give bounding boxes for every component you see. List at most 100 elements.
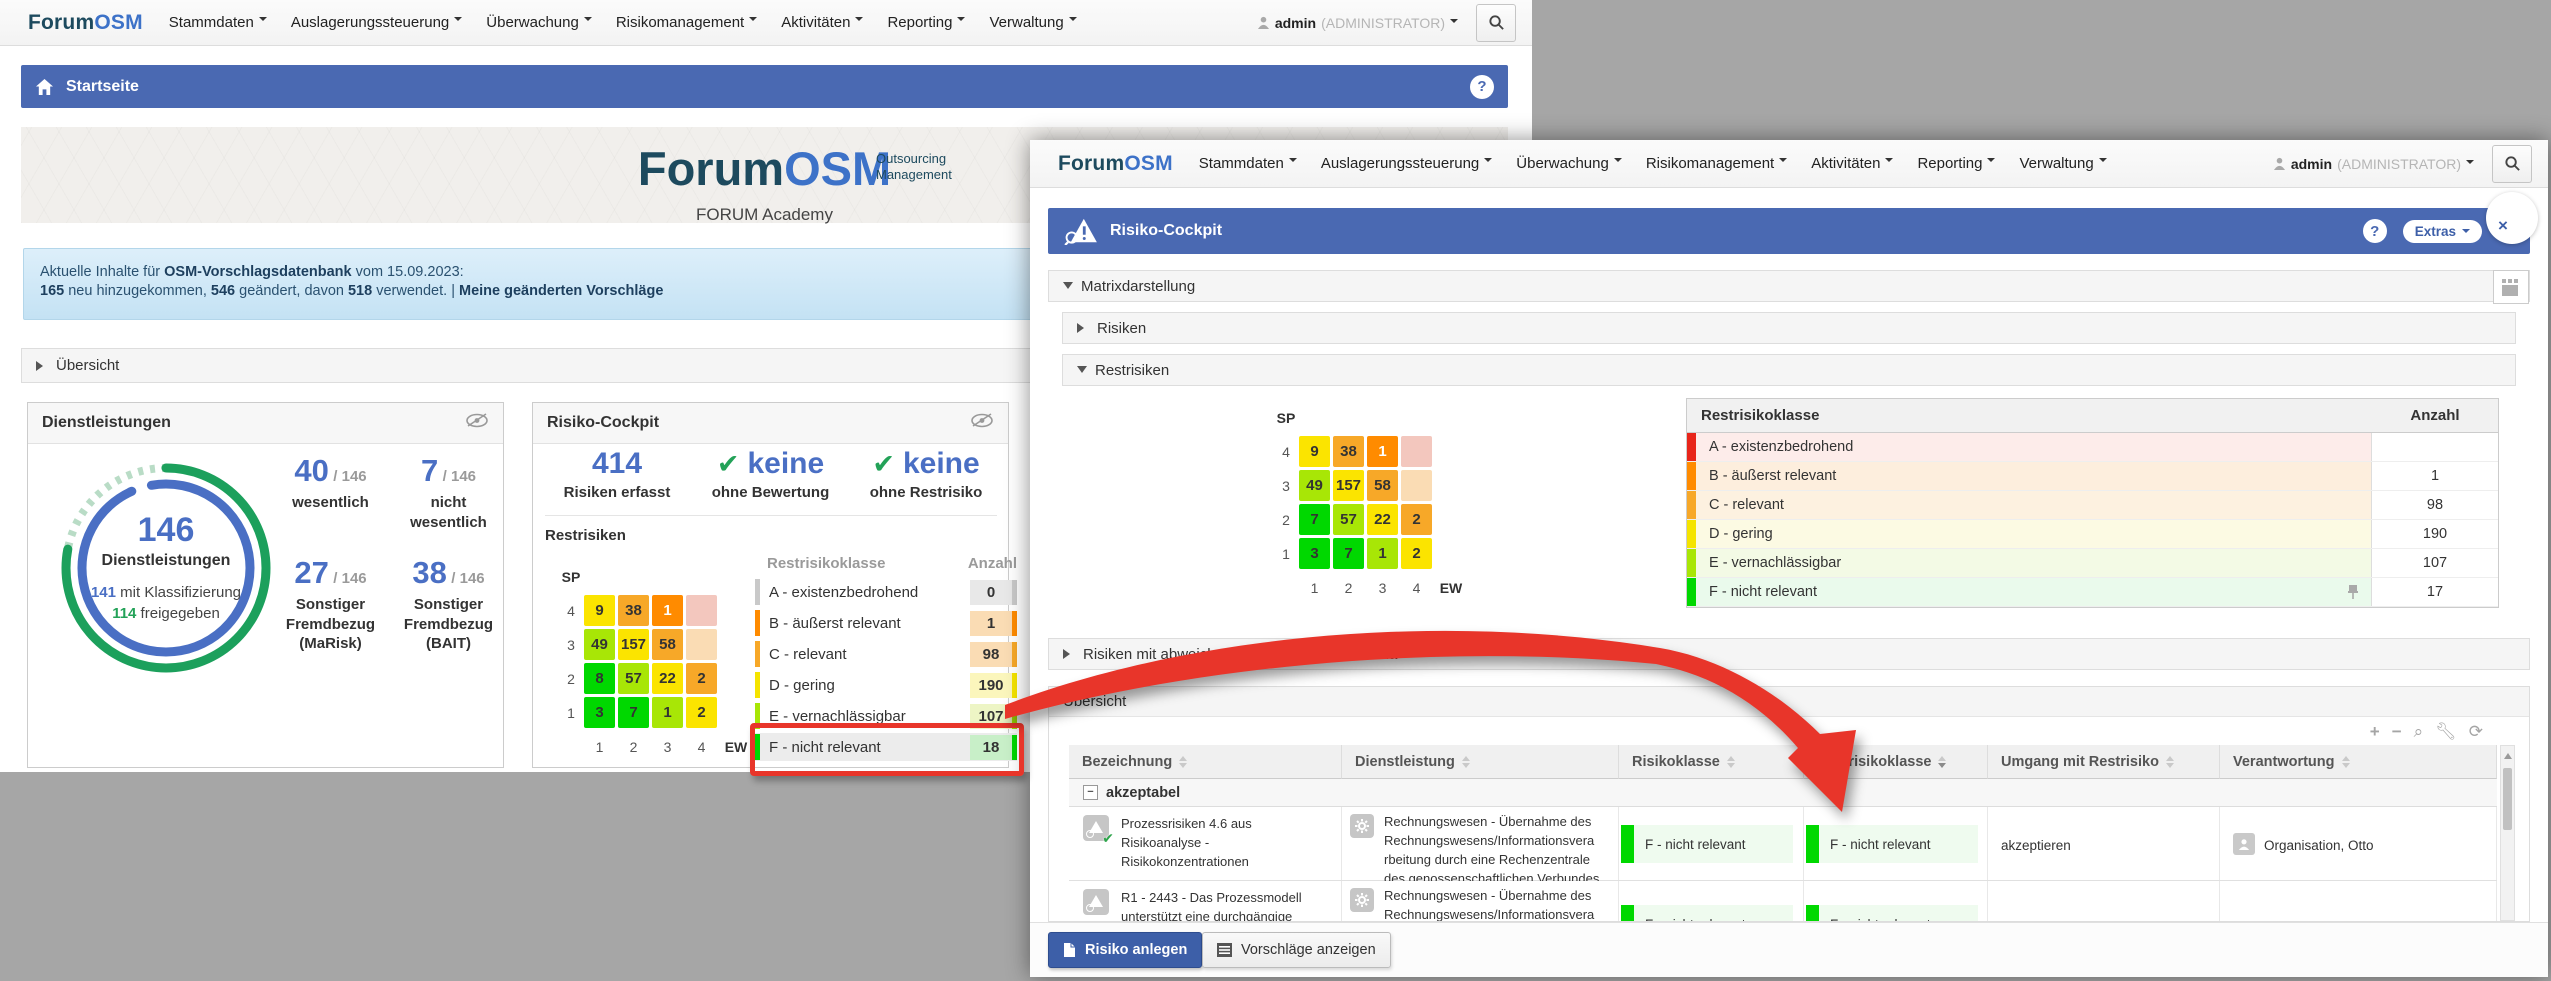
help-button[interactable]: ? <box>1470 74 1494 99</box>
class-row-b[interactable]: B - äußerst relevant 1 <box>755 609 1017 637</box>
nav-item-berwachung[interactable]: Überwachung <box>1516 155 1622 172</box>
matrix-right-cell-sp4-ew4[interactable] <box>1401 436 1432 467</box>
class-row-b[interactable]: B - äußerst relevant 1 <box>1687 462 2498 491</box>
matrix-right-cell-sp1-ew4[interactable]: 2 <box>1401 538 1432 569</box>
vorschlaege-anzeigen-button[interactable]: Vorschläge anzeigen <box>1202 932 1391 968</box>
matrix-left-cell-sp4-ew3[interactable]: 1 <box>652 595 683 626</box>
nav-item-auslagerungssteuerung[interactable]: Auslagerungssteuerung <box>291 14 463 31</box>
risiko-anlegen-button[interactable]: Risiko anlegen <box>1048 932 1203 968</box>
nav-item-aktivitten[interactable]: Aktivitäten <box>781 14 864 31</box>
class-row-a[interactable]: A - existenzbedrohend 0 <box>755 578 1017 606</box>
matrix-right-cell-sp3-ew1[interactable]: 49 <box>1299 470 1330 501</box>
column-header-risikoklasse[interactable]: Risikoklasse <box>1619 745 1804 779</box>
matrix-right-cell-sp4-ew2[interactable]: 38 <box>1333 436 1364 467</box>
uebersicht-table: Bezeichnung Dienstleistung Risikoklasse Res… <box>1069 745 2497 921</box>
refresh-icon[interactable]: ⟳ <box>2468 722 2483 741</box>
matrix-view-icon[interactable] <box>2493 270 2529 304</box>
matrix-right-cell-sp2-ew3[interactable]: 22 <box>1367 504 1398 535</box>
class-row-f[interactable]: F - nicht relevant 17 <box>1687 578 2498 607</box>
column-header-verantwortung[interactable]: Verantwortung <box>2220 745 2497 779</box>
nav-item-risikomanagement[interactable]: Risikomanagement <box>1646 155 1788 172</box>
matrix-left-cell-sp3-ew2[interactable]: 157 <box>618 629 649 660</box>
nav-item-berwachung[interactable]: Überwachung <box>486 14 592 31</box>
nav-item-reporting[interactable]: Reporting <box>1917 155 1996 172</box>
matrix-left-cell-sp3-ew1[interactable]: 49 <box>584 629 615 660</box>
column-header-umgangmitrestrisiko[interactable]: Umgang mit Restrisiko <box>1988 745 2220 779</box>
table-row[interactable]: R1 - 2443 - Das Prozessmodell unterstützt… <box>1069 881 2497 921</box>
overlay-help-button[interactable]: ? <box>2362 219 2387 243</box>
search-button[interactable] <box>2492 144 2532 183</box>
notice-line-1: Aktuelle Inhalte für OSM-Vorschlagsdaten… <box>40 264 464 280</box>
group-row-akzeptabel[interactable]: − akzeptabel <box>1069 779 2497 807</box>
column-header-dienstleistung[interactable]: Dienstleistung <box>1342 745 1619 779</box>
matrix-left-cell-sp3-ew4[interactable] <box>686 629 717 660</box>
matrix-left-cell-sp4-ew1[interactable]: 9 <box>584 595 615 626</box>
hide-widget-icon[interactable] <box>465 413 489 433</box>
nav-item-aktivitten[interactable]: Aktivitäten <box>1811 155 1894 172</box>
brand-logo[interactable]: ForumOSM <box>28 10 143 34</box>
section-restrisiken[interactable]: Restrisiken <box>1062 354 2516 386</box>
matrix-right-cell-sp3-ew2[interactable]: 157 <box>1333 470 1364 501</box>
user-menu[interactable]: admin (ADMINISTRATOR) <box>2273 156 2474 172</box>
section-uebersicht[interactable]: Übersicht <box>1049 687 2529 717</box>
nav-item-reporting[interactable]: Reporting <box>887 14 966 31</box>
class-row-a[interactable]: A - existenzbedrohend <box>1687 433 2498 462</box>
nav-item-stammdaten[interactable]: Stammdaten <box>1199 155 1297 172</box>
matrix-right-cell-sp4-ew3[interactable]: 1 <box>1367 436 1398 467</box>
user-menu[interactable]: admin (ADMINISTRATOR) <box>1257 15 1458 31</box>
remove-icon[interactable]: − <box>2391 722 2402 741</box>
matrix-left-cell-sp1-ew1[interactable]: 3 <box>584 697 615 728</box>
nav-item-auslagerungssteuerung[interactable]: Auslagerungssteuerung <box>1321 155 1493 172</box>
matrix-left-cell-sp2-ew3[interactable]: 22 <box>652 663 683 694</box>
matrix-left-cell-sp1-ew4[interactable]: 2 <box>686 697 717 728</box>
matrix-right-cell-sp3-ew4[interactable] <box>1401 470 1432 501</box>
class-row-e[interactable]: E - vernachlässigbar 107 <box>1687 549 2498 578</box>
table-row[interactable]: ✔ Prozessrisiken 4.6 aus Risikoanalyse - Ri… <box>1069 807 2497 886</box>
class-row-e[interactable]: E - vernachlässigbar 107 <box>755 702 1017 730</box>
matrix-right-cell-sp1-ew2[interactable]: 7 <box>1333 538 1364 569</box>
class-row-d[interactable]: D - gering 190 <box>1687 520 2498 549</box>
settings-icon[interactable]: 🔧︎ <box>2435 722 2457 741</box>
class-row-c[interactable]: C - relevant 98 <box>755 640 1017 668</box>
brand-logo[interactable]: ForumOSM <box>1058 151 1173 175</box>
nav-item-risikomanagement[interactable]: Risikomanagement <box>616 14 758 31</box>
extras-button[interactable]: Extras <box>2402 219 2482 243</box>
nav-item-verwaltung[interactable]: Verwaltung <box>2019 155 2107 172</box>
add-icon[interactable]: + <box>2369 722 2380 741</box>
matrix-right-cell-sp4-ew1[interactable]: 9 <box>1299 436 1330 467</box>
column-header-bezeichnung[interactable]: Bezeichnung <box>1069 745 1342 779</box>
section-risiken[interactable]: Risiken <box>1062 312 2516 344</box>
matrix-left-cell-sp4-ew4[interactable] <box>686 595 717 626</box>
document-icon <box>1064 943 1075 957</box>
matrix-right-cell-sp2-ew4[interactable]: 2 <box>1401 504 1432 535</box>
search-button[interactable] <box>1476 3 1516 42</box>
overlay-nav-right: admin (ADMINISTRATOR) <box>2273 144 2532 183</box>
hide-widget-icon[interactable] <box>970 413 994 433</box>
class-row-c[interactable]: C - relevant 98 <box>1687 491 2498 520</box>
pin-icon[interactable] <box>2347 584 2359 600</box>
nav-item-verwaltung[interactable]: Verwaltung <box>989 14 1077 31</box>
search-icon[interactable]: ⌕ <box>2413 722 2424 741</box>
matrix-right-cell-sp2-ew1[interactable]: 7 <box>1299 504 1330 535</box>
nav-item-stammdaten[interactable]: Stammdaten <box>169 14 267 31</box>
matrix-left-cell-sp3-ew3[interactable]: 58 <box>652 629 683 660</box>
class-row-f[interactable]: F - nicht relevant 18 <box>755 733 1017 761</box>
column-header-restrisikoklasse[interactable]: Restrisikoklasse <box>1804 745 1988 779</box>
close-window-button[interactable]: × <box>2486 192 2538 244</box>
class-row-d[interactable]: D - gering 190 <box>755 671 1017 699</box>
matrix-left-cell-sp1-ew2[interactable]: 7 <box>618 697 649 728</box>
scroll-up-icon[interactable] <box>2504 749 2512 759</box>
matrix-left-cell-sp2-ew4[interactable]: 2 <box>686 663 717 694</box>
section-matrixdarstellung[interactable]: Matrixdarstellung <box>1048 270 2530 302</box>
home-icon[interactable] <box>35 78 54 96</box>
table-scrollbar[interactable] <box>2500 745 2515 921</box>
matrix-left-cell-sp2-ew1[interactable]: 8 <box>584 663 615 694</box>
matrix-right-cell-sp1-ew3[interactable]: 1 <box>1367 538 1398 569</box>
matrix-left-cell-sp2-ew2[interactable]: 57 <box>618 663 649 694</box>
matrix-right-cell-sp1-ew1[interactable]: 3 <box>1299 538 1330 569</box>
matrix-right-cell-sp3-ew3[interactable]: 58 <box>1367 470 1398 501</box>
section-abweichendes-schema[interactable]: Risiken mit abweichendem Bewertungsschem… <box>1048 638 2530 670</box>
matrix-right-cell-sp2-ew2[interactable]: 57 <box>1333 504 1364 535</box>
matrix-left-cell-sp4-ew2[interactable]: 38 <box>618 595 649 626</box>
matrix-left-cell-sp1-ew3[interactable]: 1 <box>652 697 683 728</box>
